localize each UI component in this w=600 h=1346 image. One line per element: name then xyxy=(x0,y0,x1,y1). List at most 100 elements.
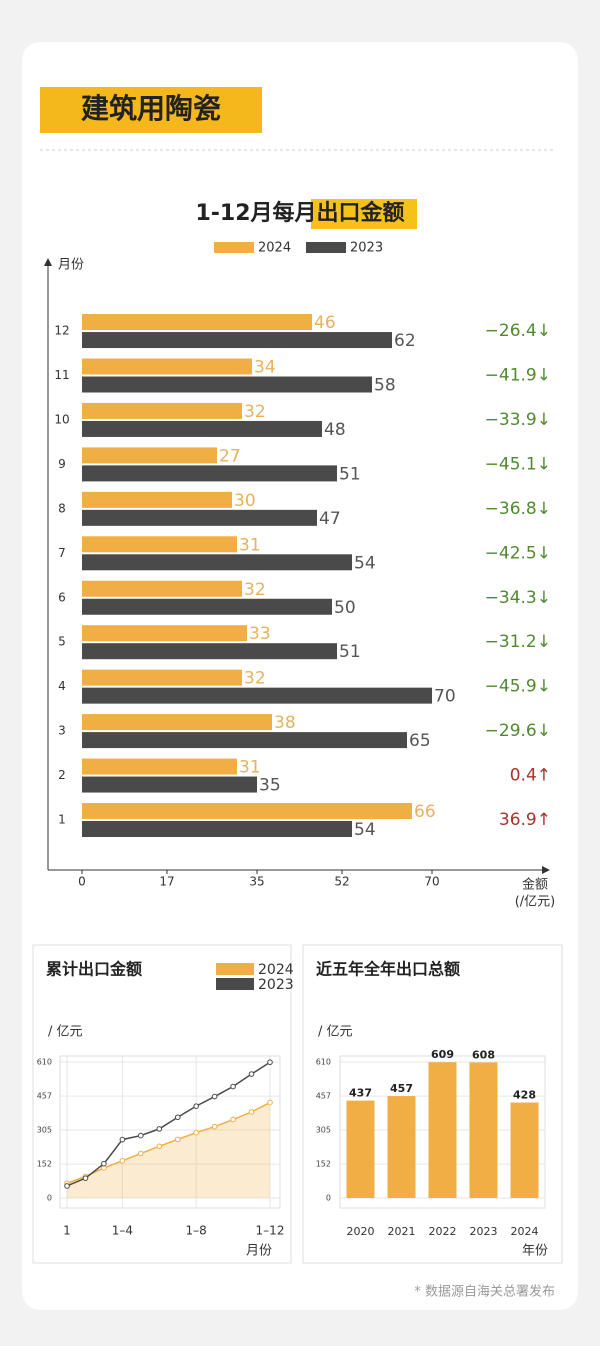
y-tick-label: 10 xyxy=(54,412,69,426)
value-label: 35 xyxy=(259,776,281,796)
x-tick-label: 1 xyxy=(63,1224,71,1238)
bar xyxy=(82,491,232,508)
change-label: −45.9↓ xyxy=(485,677,551,697)
legend-swatch xyxy=(214,242,254,253)
x-tick-label: 1–8 xyxy=(186,1224,207,1238)
bar xyxy=(82,447,217,464)
change-label: −42.5↓ xyxy=(485,543,551,563)
y-tick-label: 1 xyxy=(58,813,66,827)
value-label: 51 xyxy=(339,464,361,484)
bar xyxy=(510,1102,539,1198)
point xyxy=(193,1129,199,1136)
value-label: 54 xyxy=(354,553,376,573)
bar xyxy=(82,598,332,615)
y-tick-label: 9 xyxy=(58,457,66,471)
x-axis-label: 月份 xyxy=(246,1244,272,1259)
y-tick-label: 610 xyxy=(37,1058,52,1067)
legend-label: 2023 xyxy=(258,977,294,993)
point xyxy=(119,1157,126,1164)
x-tick-label: 35 xyxy=(249,875,264,889)
x-tick-label: 1–4 xyxy=(112,1224,133,1238)
y-tick-label: 152 xyxy=(316,1160,331,1169)
bar xyxy=(428,1062,457,1198)
point xyxy=(174,1136,181,1143)
bar xyxy=(82,643,337,660)
bar xyxy=(82,376,372,393)
y-tick-label: 4 xyxy=(58,679,66,693)
point xyxy=(138,1132,144,1139)
bar xyxy=(82,580,242,597)
point xyxy=(230,1116,236,1123)
value-label: 31 xyxy=(239,758,261,778)
bar xyxy=(82,687,432,704)
value-label: 34 xyxy=(254,358,276,378)
point xyxy=(230,1083,236,1090)
value-label: 70 xyxy=(434,687,456,707)
change-label: 36.9↑ xyxy=(499,810,551,830)
value-label: 58 xyxy=(374,376,396,396)
change-label: −26.4↓ xyxy=(485,321,551,341)
point xyxy=(138,1150,144,1157)
bar xyxy=(82,420,322,437)
value-label: 609 xyxy=(431,1048,454,1061)
y-tick-label: 7 xyxy=(58,546,66,560)
area xyxy=(67,1102,270,1198)
value-label: 437 xyxy=(349,1087,372,1100)
value-label: 33 xyxy=(249,624,271,644)
y-tick-label: 2 xyxy=(58,768,66,782)
x-axis-label: 金额 xyxy=(522,877,548,893)
point xyxy=(101,1160,107,1167)
x-tick-label: 2024 xyxy=(511,1225,539,1238)
value-label: 51 xyxy=(339,642,361,662)
title-highlight xyxy=(311,199,417,229)
bar xyxy=(82,509,317,526)
x-tick-label: 1–12 xyxy=(256,1224,285,1238)
y-tick-label: 11 xyxy=(54,368,69,382)
bar xyxy=(82,803,412,819)
y-tick-label: 610 xyxy=(316,1058,331,1067)
point xyxy=(156,1126,163,1132)
point xyxy=(211,1093,218,1100)
plot-frame xyxy=(59,1055,281,1209)
value-label: 38 xyxy=(274,713,296,733)
line xyxy=(66,1061,271,1187)
value-label: 32 xyxy=(244,669,266,689)
y-tick-label: 457 xyxy=(316,1092,331,1101)
y-tick-label: 457 xyxy=(37,1092,52,1101)
y-tick-label: 12 xyxy=(54,324,69,338)
change-label: −34.3↓ xyxy=(485,588,551,608)
y-tick-label: 0 xyxy=(47,1194,52,1203)
value-label: 48 xyxy=(324,420,346,440)
bar xyxy=(82,732,407,749)
bar xyxy=(82,358,252,375)
legend-label: 2023 xyxy=(350,241,383,256)
value-label: 32 xyxy=(244,402,266,422)
x-tick-label: 0 xyxy=(78,875,86,889)
value-label: 428 xyxy=(513,1089,536,1102)
bar xyxy=(82,625,247,642)
bar xyxy=(469,1062,498,1198)
line xyxy=(66,1101,271,1184)
change-label: −45.1↓ xyxy=(485,454,551,474)
x-axis-label: 年份 xyxy=(522,1244,548,1259)
point xyxy=(119,1136,126,1143)
y-tick-label: 305 xyxy=(316,1126,331,1135)
point xyxy=(248,1109,255,1115)
page-title: 建筑用陶瓷 xyxy=(81,92,221,125)
value-label: 65 xyxy=(409,731,431,751)
y-tick-label: 6 xyxy=(58,590,66,604)
panel xyxy=(32,944,292,1264)
plot-frame xyxy=(339,1055,546,1209)
chart-title: 1-12月每月出口金额 xyxy=(195,200,404,226)
change-label: −36.8↓ xyxy=(485,499,551,519)
y-tick-label: 305 xyxy=(37,1126,52,1135)
change-label: 0.4↑ xyxy=(510,766,551,786)
change-label: −29.6↓ xyxy=(485,721,551,741)
change-label: −33.9↓ xyxy=(485,410,551,430)
point xyxy=(267,1059,273,1066)
y-tick-label: 0 xyxy=(326,1194,331,1203)
x-tick-label: 2023 xyxy=(470,1225,498,1238)
value-label: 66 xyxy=(414,802,436,822)
x-axis-label: (/亿元) xyxy=(515,895,556,910)
